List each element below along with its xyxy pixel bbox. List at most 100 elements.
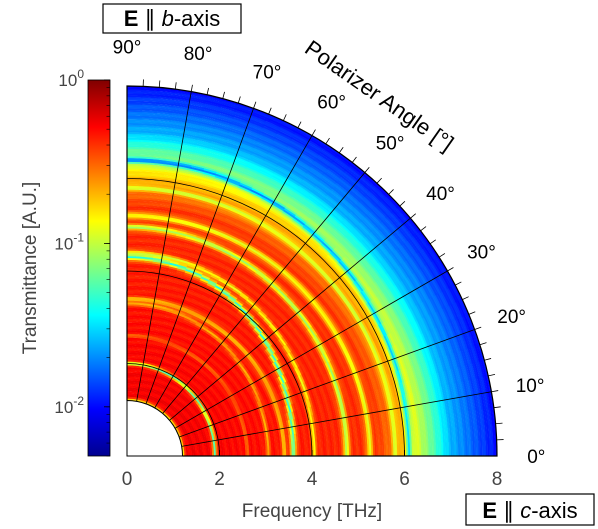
heatmap-cell [336,417,340,429]
heatmap-cell [434,309,444,326]
heatmap-cell [210,451,213,456]
heatmap-cell [351,295,362,308]
heatmap-cell [275,368,282,377]
heatmap-cell [489,406,494,425]
heatmap-cell [241,366,247,374]
heatmap-cell [275,376,282,385]
heatmap-cell [285,342,293,352]
heatmap-cell [260,425,264,433]
heatmap-cell [366,314,375,328]
heatmap-cell [207,417,211,423]
heatmap-cell [435,356,442,373]
heatmap-cell [431,258,443,275]
heatmap-cell [282,448,285,456]
heatmap-cell [246,410,251,418]
heatmap-cell [473,408,478,426]
heatmap-cell [379,421,384,434]
heatmap-cell [381,397,386,411]
heatmap-cell [444,383,450,400]
heatmap-cell [250,409,255,417]
heatmap-cell [303,329,312,340]
heatmap-cell [328,446,331,456]
heatmap-cell [310,387,317,398]
heatmap-cell [402,353,410,368]
heatmap-cell [213,418,218,424]
heatmap-cell [302,330,310,341]
heatmap-cell [387,408,392,422]
heatmap-cell [301,342,309,353]
heatmap-cell [430,441,433,456]
heatmap-cell [239,367,246,375]
heatmap-cell [218,411,223,418]
heatmap-cell [414,286,425,303]
heatmap-cell [271,352,279,361]
heatmap-cell [333,321,342,333]
heatmap-cell [455,380,461,398]
heatmap-cell [336,367,343,379]
heatmap-cell [207,402,213,408]
heatmap-cell [344,395,350,408]
heatmap-cell [423,330,432,346]
heatmap-cell [422,441,426,456]
heatmap-cell [389,407,394,422]
heatmap-cell [361,444,365,456]
heatmap-cell [380,386,386,400]
heatmap-cell [340,376,347,388]
heatmap-cell [423,298,433,315]
heatmap-cell [468,345,476,364]
heatmap-cell [364,390,370,403]
heatmap-cell [383,273,395,288]
heatmap-cell [279,383,285,392]
heatmap-cell [386,332,394,347]
heatmap-cell [217,396,222,403]
heatmap-cell [409,254,421,271]
heatmap-cell [375,375,381,389]
heatmap-cell [315,344,323,356]
heatmap-cell [327,360,335,372]
heatmap-cell [243,364,250,372]
heatmap-cell [428,372,435,389]
heatmap-cell [467,329,475,347]
heatmap-cell [416,376,422,392]
heatmap-cell [422,360,430,376]
heatmap-cell [238,368,244,376]
heatmap-cell [371,281,382,295]
heatmap-cell [383,443,387,456]
heatmap-cell [264,390,270,398]
heatmap-cell [239,395,245,403]
heatmap-cell [447,411,452,428]
heatmap-cell [383,360,391,374]
heatmap-cell [321,402,326,413]
heatmap-cell [285,352,293,362]
heatmap-cell [198,399,203,405]
heatmap-cell [363,316,372,330]
heatmap-cell [437,340,445,357]
heatmap-cell [364,329,373,343]
heatmap-cell [285,419,290,428]
heatmap-cell [389,268,401,284]
heatmap-cell [397,263,409,279]
heatmap-cell [204,448,207,453]
heatmap-cell [453,366,460,383]
heatmap-cell [280,390,286,400]
heatmap-cell [240,381,246,389]
heatmap-cell [440,272,451,289]
heatmap-cell [445,397,451,414]
heatmap-cell [394,265,405,281]
heatmap-cell [292,376,299,386]
heatmap-cell [424,244,437,261]
heatmap-cell [369,298,379,312]
heatmap-cell [301,407,307,417]
heatmap-cell [265,403,271,412]
heatmap-cell [413,251,426,268]
heatmap-cell [406,274,418,290]
heatmap-cell [279,398,285,408]
heatmap-cell [347,283,358,296]
heatmap-cell [265,449,268,456]
heatmap-cell [336,356,343,368]
heatmap-cell [268,442,272,450]
heatmap-cell [469,408,474,426]
heatmap-cell [300,372,307,383]
heatmap-cell [259,377,266,386]
heatmap-cell [258,352,266,361]
